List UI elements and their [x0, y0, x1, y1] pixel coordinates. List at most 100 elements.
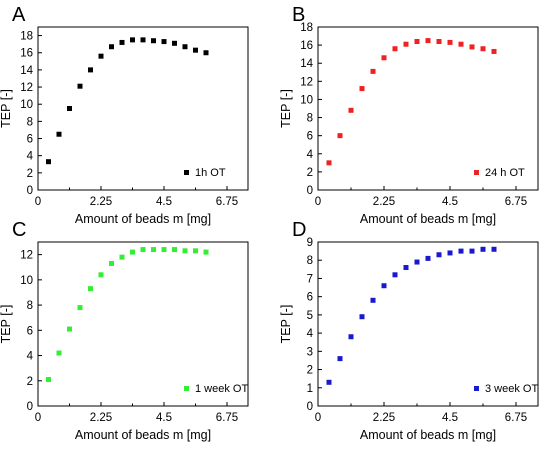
data-point — [414, 38, 420, 44]
data-point — [458, 41, 464, 47]
data-point — [140, 247, 146, 253]
y-tick-label: 7 — [307, 273, 313, 285]
data-point — [370, 68, 376, 74]
y-tick-label: 2 — [307, 167, 313, 179]
y-tick-label: 12 — [300, 76, 313, 88]
plot-frame — [317, 26, 539, 191]
data-point — [88, 67, 93, 73]
y-tick-label: 2 — [307, 365, 313, 377]
data-point — [480, 246, 486, 252]
y-tick-label: 6 — [307, 292, 313, 304]
data-point — [359, 86, 365, 92]
y-tick-label: 2 — [27, 168, 33, 180]
y-tick-label: 0 — [307, 185, 313, 197]
y-tick-label: 0 — [27, 401, 33, 413]
y-tick-label: 14 — [300, 58, 313, 70]
data-point — [348, 107, 354, 113]
x-tick-label: 6.75 — [216, 196, 238, 208]
data-point — [140, 37, 146, 43]
plot-frame — [37, 241, 249, 407]
data-point — [151, 38, 156, 44]
data-point — [337, 133, 343, 139]
y-tick-label: 4 — [27, 351, 34, 363]
data-point — [182, 44, 188, 50]
data-point — [77, 83, 83, 89]
data-point — [130, 249, 135, 255]
y-tick-label: 10 — [20, 99, 33, 111]
x-tick-label: 4.5 — [156, 412, 172, 424]
legend-label: 1 week OT — [195, 383, 248, 395]
data-point — [46, 377, 51, 383]
y-tick-label: 16 — [20, 48, 33, 60]
data-point — [56, 350, 62, 356]
chart-panel-a: A 0 2.25 4.5 6.75 0 2 4 6 8 10 12 14 16 18 Amount of be… — [0, 4, 249, 226]
data-point — [403, 265, 409, 271]
data-point — [469, 248, 475, 254]
data-point — [161, 39, 167, 45]
y-axis-label: TEP [-] — [0, 89, 13, 128]
x-tick-label: 2.25 — [373, 196, 395, 208]
y-tick-label: 5 — [307, 310, 313, 322]
x-axis-label: Amount of beads m [mg] — [360, 428, 496, 442]
y-axis-label: TEP [-] — [0, 305, 13, 344]
x-tick-label: 0 — [315, 412, 321, 424]
data-point — [337, 356, 343, 362]
y-tick-label: 12 — [20, 82, 33, 94]
x-tick-label: 2.25 — [90, 196, 112, 208]
y-tick-label: 4 — [27, 151, 34, 163]
y-tick-label: 9 — [307, 237, 313, 249]
data-point — [109, 260, 114, 266]
y-tick-label: 8 — [307, 113, 313, 125]
chart-panel-d: D 0 2.25 4.5 6.75 0 1 2 3 4 5 6 7 8 9 Amount of beads m… — [279, 219, 539, 442]
x-tick-label: 6.75 — [505, 412, 527, 424]
x-tick-label: 0 — [35, 196, 41, 208]
plot-frame — [317, 241, 539, 407]
y-tick-label: 6 — [27, 325, 33, 337]
y-tick-label: 14 — [20, 65, 33, 77]
y-tick-label: 10 — [20, 275, 33, 287]
y-axis-label: TEP [-] — [279, 89, 293, 128]
data-point — [425, 255, 431, 261]
data-point — [326, 160, 332, 166]
y-tick-label: 4 — [307, 328, 314, 340]
y-tick-label: 0 — [307, 401, 313, 413]
y-tick-label: 1 — [307, 383, 313, 395]
data-point — [425, 38, 431, 44]
y-axis-label: TEP [-] — [279, 305, 293, 344]
legend-marker — [474, 170, 479, 175]
legend-label: 1h OT — [195, 167, 226, 179]
data-point — [436, 252, 442, 258]
x-tick-label: 0 — [315, 196, 321, 208]
data-point — [172, 247, 177, 253]
y-tick-label: 6 — [27, 134, 33, 146]
plot-frame — [37, 26, 249, 191]
data-point — [469, 44, 475, 50]
data-point — [480, 46, 486, 52]
data-point — [67, 326, 72, 332]
x-axis-label: Amount of beads m [mg] — [75, 212, 211, 226]
legend-label: 24 h OT — [485, 167, 525, 179]
data-point — [119, 39, 125, 45]
data-point — [392, 272, 398, 278]
legend-marker — [474, 386, 479, 391]
data-point — [370, 297, 376, 303]
data-point — [151, 247, 156, 253]
data-point — [414, 259, 420, 265]
data-point — [392, 46, 398, 52]
legend-label: 3 week OT — [485, 383, 538, 395]
data-point — [436, 38, 442, 44]
panel-label: B — [292, 4, 305, 26]
x-tick-label: 4.5 — [442, 196, 458, 208]
panel-label: A — [12, 4, 26, 26]
data-point — [447, 250, 453, 256]
legend-marker — [184, 386, 189, 391]
data-point — [67, 106, 72, 111]
y-tick-label: 6 — [307, 131, 313, 143]
x-tick-label: 2.25 — [90, 412, 112, 424]
data-point — [491, 246, 497, 252]
data-point — [161, 247, 167, 253]
data-point — [182, 248, 188, 254]
data-point — [46, 159, 51, 165]
data-point — [98, 53, 104, 59]
